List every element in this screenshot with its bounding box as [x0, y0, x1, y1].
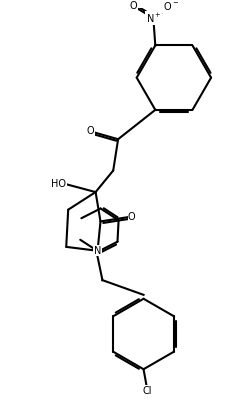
Text: N: N: [94, 246, 101, 256]
Text: Cl: Cl: [143, 386, 152, 396]
Text: O$^-$: O$^-$: [163, 0, 179, 12]
Text: N$^+$: N$^+$: [146, 12, 161, 25]
Text: HO: HO: [51, 179, 66, 189]
Text: O: O: [87, 126, 94, 136]
Text: O: O: [128, 212, 136, 222]
Text: O: O: [130, 1, 138, 11]
